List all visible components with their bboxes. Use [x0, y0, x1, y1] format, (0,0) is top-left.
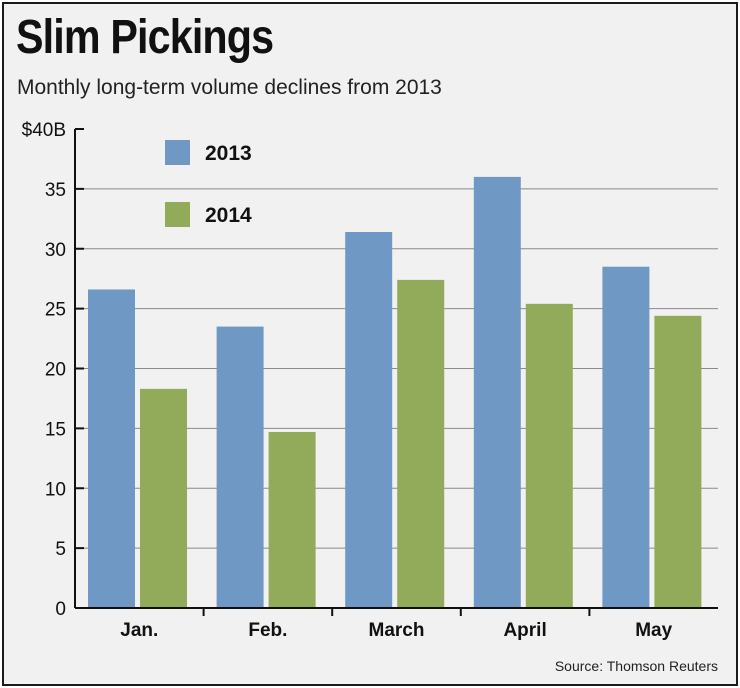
y-tick-label: 5: [55, 539, 66, 560]
chart-title: Slim Pickings: [16, 11, 274, 64]
legend-label-2013: 2013: [205, 142, 252, 165]
y-tick-label: 35: [45, 180, 66, 201]
y-tick-label: 20: [45, 360, 66, 381]
legend-swatch-2013: [165, 140, 190, 165]
x-tick-label: Jan.: [120, 620, 158, 641]
bar-2014-may: [654, 315, 702, 608]
x-tick-label: March: [369, 620, 425, 641]
bar-2014-march: [397, 279, 445, 608]
legend-swatch-2014: [165, 202, 190, 227]
bar-2014-jan: [140, 388, 187, 608]
bar-2013-march: [345, 231, 393, 609]
y-tick-label: 25: [45, 300, 66, 321]
y-top-label: $40B: [22, 120, 66, 141]
legend-label-2014: 2014: [205, 204, 252, 227]
bar-2014-april: [525, 303, 573, 608]
bar-2013-feb: [216, 326, 264, 608]
bar-2014-feb: [268, 431, 316, 608]
x-tick-label: April: [503, 620, 546, 641]
x-tick-label: May: [635, 620, 672, 641]
chart-subtitle: Monthly long-term volume declines from 2…: [17, 76, 442, 99]
bar-2013-april: [473, 176, 521, 608]
y-tick-label: 0: [55, 599, 66, 620]
bar-2013-may: [602, 266, 650, 608]
y-tick-label: 30: [45, 240, 66, 261]
x-tick-label: Feb.: [248, 620, 287, 641]
y-tick-label: 10: [45, 479, 66, 500]
y-tick-label: 15: [45, 419, 66, 440]
source-note: Source: Thomson Reuters: [554, 658, 718, 674]
bar-2013-jan: [88, 289, 135, 608]
